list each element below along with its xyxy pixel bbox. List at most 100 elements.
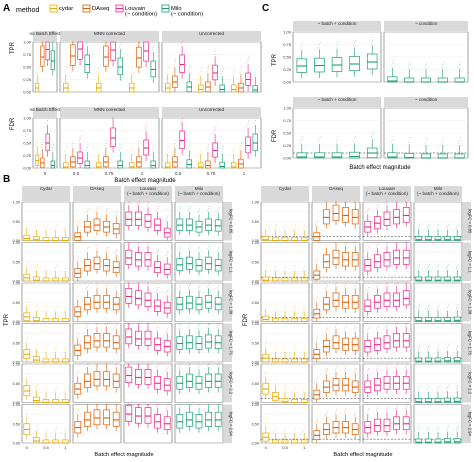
box-milo-outlier: [217, 286, 219, 288]
box-milo-outlier: [208, 244, 210, 246]
box-milo-outlier: [198, 248, 200, 250]
y-tick-label: 0.00: [13, 280, 20, 284]
box-milo-outlier: [119, 46, 120, 48]
box-daseq-box: [70, 44, 76, 66]
box-cydar-outlier: [99, 146, 100, 148]
box-louvain-box: [77, 41, 83, 60]
box-cydar-outlier: [274, 350, 276, 351]
box-louvain-outlier: [148, 282, 150, 284]
box-milo-outlier: [417, 349, 419, 350]
box-milo-outlier: [300, 141, 302, 143]
box-milo-outlier: [189, 404, 191, 405]
panel-b-2: [21, 186, 224, 444]
box-louvain-outlier: [146, 404, 148, 405]
box-milo-box: [437, 153, 448, 159]
box-daseq-outlier: [106, 282, 108, 284]
box-milo-outlier: [391, 138, 393, 140]
box-louvain-outlier: [246, 125, 248, 127]
box-louvain-outlier: [405, 365, 407, 367]
box-milo-outlier: [427, 387, 429, 389]
box-daseq-outlier: [241, 66, 243, 68]
box-milo-outlier: [428, 426, 430, 428]
facet-strip-row-label: logFC = 0.85: [468, 209, 473, 234]
box-milo-outlier: [188, 248, 190, 250]
box-milo-outlier: [179, 286, 181, 288]
box-milo-outlier: [217, 324, 219, 326]
box-daseq-outlier: [86, 250, 88, 252]
box-milo-box: [425, 398, 432, 403]
box-milo-outlier: [436, 430, 438, 431]
box-daseq-outlier: [344, 329, 346, 331]
box-cydar-outlier: [233, 71, 235, 72]
y-axis-title: TPR: [272, 53, 278, 66]
box-daseq-outlier: [86, 365, 88, 366]
box-milo-outlier: [179, 325, 181, 327]
box-daseq-box: [93, 371, 101, 387]
box-louvain-outlier: [387, 282, 389, 284]
box-cydar-outlier: [285, 224, 287, 226]
facet-strip: [261, 186, 309, 201]
box-daseq-outlier: [335, 201, 337, 203]
box-milo-box: [214, 411, 222, 427]
legend-item-label: cydar: [59, 6, 73, 12]
y-tick-label: 0.75: [283, 42, 292, 47]
box-milo-outlier: [119, 149, 120, 151]
box-milo-outlier: [197, 288, 199, 290]
box-milo-outlier: [336, 43, 338, 45]
box-milo-outlier: [51, 149, 53, 151]
facet-strip: [414, 186, 462, 201]
box-daseq-outlier: [87, 208, 89, 210]
box-milo-outlier: [188, 326, 190, 328]
box-louvain-outlier: [166, 217, 168, 219]
box-louvain-outlier: [157, 363, 159, 365]
box-daseq-outlier: [77, 334, 79, 336]
box-milo-outlier: [255, 69, 257, 71]
box-louvain-outlier: [157, 327, 159, 329]
box-louvain-outlier: [396, 282, 398, 284]
box-milo-outlier: [217, 363, 219, 365]
box-milo-outlier: [427, 428, 429, 430]
box-louvain-box: [125, 328, 133, 345]
box-milo-box: [117, 57, 123, 76]
panel-c-row-0: [292, 21, 469, 83]
box-louvain-box: [110, 41, 116, 61]
box-daseq-outlier: [353, 414, 355, 416]
box-louvain-box: [393, 249, 400, 265]
box-cydar-outlier: [35, 347, 37, 349]
box-cydar-outlier: [25, 414, 27, 416]
facet-strip-label: Milo (~ batch + condition): [417, 186, 459, 196]
box-daseq-outlier: [116, 404, 118, 405]
box-milo-outlier: [456, 427, 458, 429]
box-daseq-outlier: [116, 323, 118, 324]
box-milo-outlier: [179, 404, 181, 405]
box-daseq-outlier: [76, 223, 78, 225]
box-milo-outlier: [438, 345, 440, 347]
box-cydar-outlier: [26, 224, 28, 226]
box-cydar-outlier: [274, 431, 276, 432]
box-daseq-outlier: [87, 363, 89, 365]
box-daseq-outlier: [105, 41, 107, 43]
box-louvain-outlier: [166, 329, 168, 331]
box-daseq-outlier: [239, 147, 241, 149]
box-milo-outlier: [301, 44, 303, 46]
box-cydar-outlier: [294, 346, 296, 348]
box-louvain-outlier: [138, 323, 140, 324]
box-louvain-outlier: [366, 372, 368, 373]
box-milo-outlier: [301, 138, 303, 140]
box-milo-outlier: [437, 387, 439, 389]
box-daseq-outlier: [345, 367, 347, 369]
box-louvain-outlier: [404, 407, 406, 409]
box-daseq-outlier: [334, 201, 336, 203]
box-cydar-outlier: [65, 427, 67, 429]
box-daseq-outlier: [345, 284, 347, 286]
box-milo-outlier: [436, 227, 438, 229]
box-milo-outlier: [197, 327, 199, 329]
box-cydar-outlier: [35, 345, 37, 347]
box-cydar-outlier: [36, 384, 38, 386]
box-cydar-outlier: [294, 348, 296, 349]
box-cydar-outlier: [168, 146, 169, 148]
facet-strip-label: DAseq: [90, 186, 104, 191]
legend-title: method: [16, 7, 39, 14]
box-milo-outlier: [207, 365, 209, 366]
box-milo-outlier: [221, 71, 223, 72]
